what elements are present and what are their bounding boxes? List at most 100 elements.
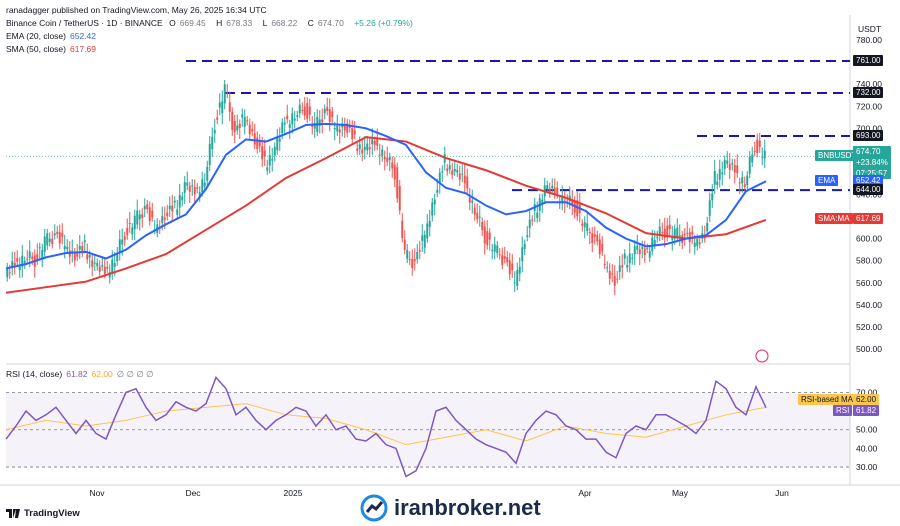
candle-body — [683, 234, 686, 236]
level-tag-761: 761.00 — [853, 55, 884, 67]
candle-body — [271, 158, 274, 161]
candle-body — [438, 172, 441, 183]
candle-body — [721, 172, 724, 175]
candle-body — [246, 120, 249, 122]
candle-body — [616, 278, 619, 280]
candle-body — [71, 250, 74, 252]
tradingview-logo[interactable]: TradingView — [6, 508, 80, 519]
candle-body — [511, 263, 514, 271]
ohlc-close: C 674.70 — [307, 18, 344, 28]
rsi-line — [5, 376, 767, 478]
candle-body — [411, 259, 414, 269]
candle-body — [548, 188, 551, 194]
candle-body — [541, 199, 544, 204]
candle-body — [326, 107, 329, 112]
sma-tag-name: SMA:MA — [815, 213, 853, 225]
candle-body — [406, 250, 409, 259]
price-tick-label: 560.00 — [856, 278, 882, 288]
candle-body — [236, 125, 239, 131]
candle-body — [311, 125, 314, 127]
price-tick-label: 740.00 — [856, 79, 882, 89]
candle-body — [753, 150, 756, 152]
candle-body — [43, 236, 46, 252]
candle-body — [308, 106, 311, 115]
ohlc-change: +5.26 (+0.79%) — [354, 18, 413, 28]
candle-body — [238, 123, 241, 128]
candle-body — [403, 239, 406, 250]
candle-body — [461, 173, 464, 175]
candle-body — [631, 257, 634, 259]
candle-body — [468, 197, 471, 203]
candle-body — [381, 149, 384, 156]
candle-body — [741, 177, 744, 184]
time-tick-label: Apr — [578, 488, 591, 498]
candle-body — [191, 185, 194, 187]
candle-body — [488, 232, 491, 240]
rsi-legend[interactable]: RSI (14, close) 61.82 62.00 ∅ ∅ ∅ ∅ — [6, 369, 154, 379]
candle-body — [13, 262, 16, 266]
candle-body — [613, 276, 616, 286]
candle-body — [363, 146, 366, 150]
candle-body — [128, 223, 131, 225]
candle-body — [423, 234, 426, 248]
candle-body — [733, 164, 736, 173]
candle-body — [758, 140, 761, 147]
candle-body — [26, 259, 29, 261]
candle-body — [623, 253, 626, 259]
price-tick-label: 540.00 — [856, 300, 882, 310]
candle-body — [133, 215, 136, 230]
candle-body — [526, 235, 529, 237]
ema-legend[interactable]: EMA (20, close) 652.42 — [6, 31, 96, 41]
symbol-title: Binance Coin / TetherUS · 1D · BINANCE — [6, 18, 163, 28]
candle-body — [491, 249, 494, 251]
candle-body — [746, 175, 749, 186]
candle-body — [166, 212, 169, 217]
rsi-tick-label: 70.00 — [856, 387, 878, 397]
candle-body — [596, 235, 599, 242]
candle-body — [353, 130, 356, 135]
candle-body — [333, 127, 336, 130]
sma-legend[interactable]: SMA (50, close) 617.69 — [6, 44, 96, 54]
rsi-ma-tag-value: 62.00 — [853, 393, 880, 405]
candle-body — [588, 232, 591, 234]
time-tick-label: May — [672, 488, 689, 498]
candle-body — [253, 133, 256, 145]
candle-body — [503, 256, 506, 259]
candle-body — [86, 254, 89, 260]
candle-body — [251, 128, 254, 132]
watermark: iranbroker.net — [360, 494, 541, 522]
candle-body — [148, 207, 151, 222]
price-tick-label: 600.00 — [856, 234, 882, 244]
candle-body — [328, 109, 331, 122]
candle-body — [421, 235, 424, 241]
candle-body — [583, 222, 586, 228]
candle-body — [73, 252, 76, 261]
candle-body — [456, 169, 459, 173]
rsi-ma-line — [5, 403, 767, 446]
candle-body — [736, 165, 739, 174]
candle-body — [691, 231, 694, 235]
candle-body — [431, 202, 434, 216]
candle-body — [18, 266, 21, 271]
candle-body — [608, 270, 611, 279]
candle-body — [556, 187, 559, 195]
candle-body — [258, 141, 261, 147]
candle-body — [21, 255, 24, 267]
candle-body — [348, 125, 351, 128]
candle-body — [303, 106, 306, 116]
candle-body — [226, 93, 229, 95]
candle-body — [281, 122, 284, 134]
candle-body — [176, 209, 179, 215]
candle-body — [206, 166, 209, 181]
price-tick-label: 580.00 — [856, 256, 882, 266]
candle-body — [713, 170, 716, 185]
candle-body — [641, 246, 644, 249]
candle-body — [678, 235, 681, 237]
candle-body — [416, 251, 419, 260]
candle-body — [706, 222, 709, 232]
candle-body — [463, 175, 466, 184]
candle-body — [371, 139, 374, 145]
candle-body — [626, 265, 629, 268]
candle-body — [66, 246, 69, 250]
